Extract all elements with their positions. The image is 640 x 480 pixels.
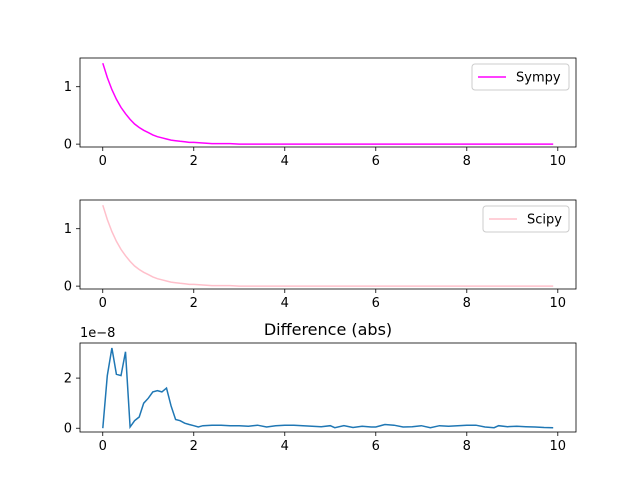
x-tick-label: 0 — [99, 296, 107, 311]
legend: Scipy — [482, 205, 570, 233]
x-tick-label: 8 — [463, 154, 471, 169]
y-tick-label: 0 — [64, 280, 72, 295]
series-line-1-1 — [102, 62, 554, 145]
x-tick-label: 0 — [99, 439, 107, 454]
axes-frame — [79, 342, 577, 433]
subplot-3: 0 2 4 6 8 10 0 2 Difference (abs) 1e−8 — [64, 320, 577, 454]
x-tick-label: 8 — [463, 439, 471, 454]
x-tick-label: 6 — [372, 154, 380, 169]
x-tick-label: 2 — [190, 154, 198, 169]
x-tick-label: 6 — [372, 439, 380, 454]
x-tick-label: 10 — [550, 154, 567, 169]
legend-box — [471, 63, 570, 91]
x-tick-label: 2 — [190, 439, 198, 454]
subplot-1: 0 2 4 6 8 10 0 1 Sympy — [64, 57, 577, 169]
axes-frame — [79, 57, 577, 148]
legend-label: Sympy — [516, 71, 561, 86]
subplot-title: Difference (abs) — [264, 320, 392, 339]
y-tick-label: 1 — [64, 80, 72, 95]
x-tick-label: 4 — [281, 296, 289, 311]
x-tick-label: 8 — [463, 296, 471, 311]
x-tick-label: 10 — [550, 439, 567, 454]
x-tick-label: 0 — [99, 154, 107, 169]
axes-frame — [79, 199, 577, 290]
x-tick-label: 6 — [372, 296, 380, 311]
series-line-3-1 — [102, 347, 554, 430]
legend-label: Scipy — [527, 213, 562, 228]
x-tick-label: 10 — [550, 296, 567, 311]
y-offset-text: 1e−8 — [80, 326, 115, 341]
y-tick-label: 0 — [64, 422, 72, 437]
x-tick-label: 4 — [281, 154, 289, 169]
subplot-2: 0 2 4 6 8 10 0 1 Scipy — [64, 199, 577, 311]
x-tick-label: 4 — [281, 439, 289, 454]
series-line-2-1 — [102, 204, 554, 287]
y-tick-label: 0 — [64, 138, 72, 153]
legend: Sympy — [471, 63, 570, 91]
y-tick-label: 1 — [64, 222, 72, 237]
legend-box — [482, 205, 570, 233]
y-tick-label: 2 — [64, 372, 72, 387]
x-tick-label: 2 — [190, 296, 198, 311]
